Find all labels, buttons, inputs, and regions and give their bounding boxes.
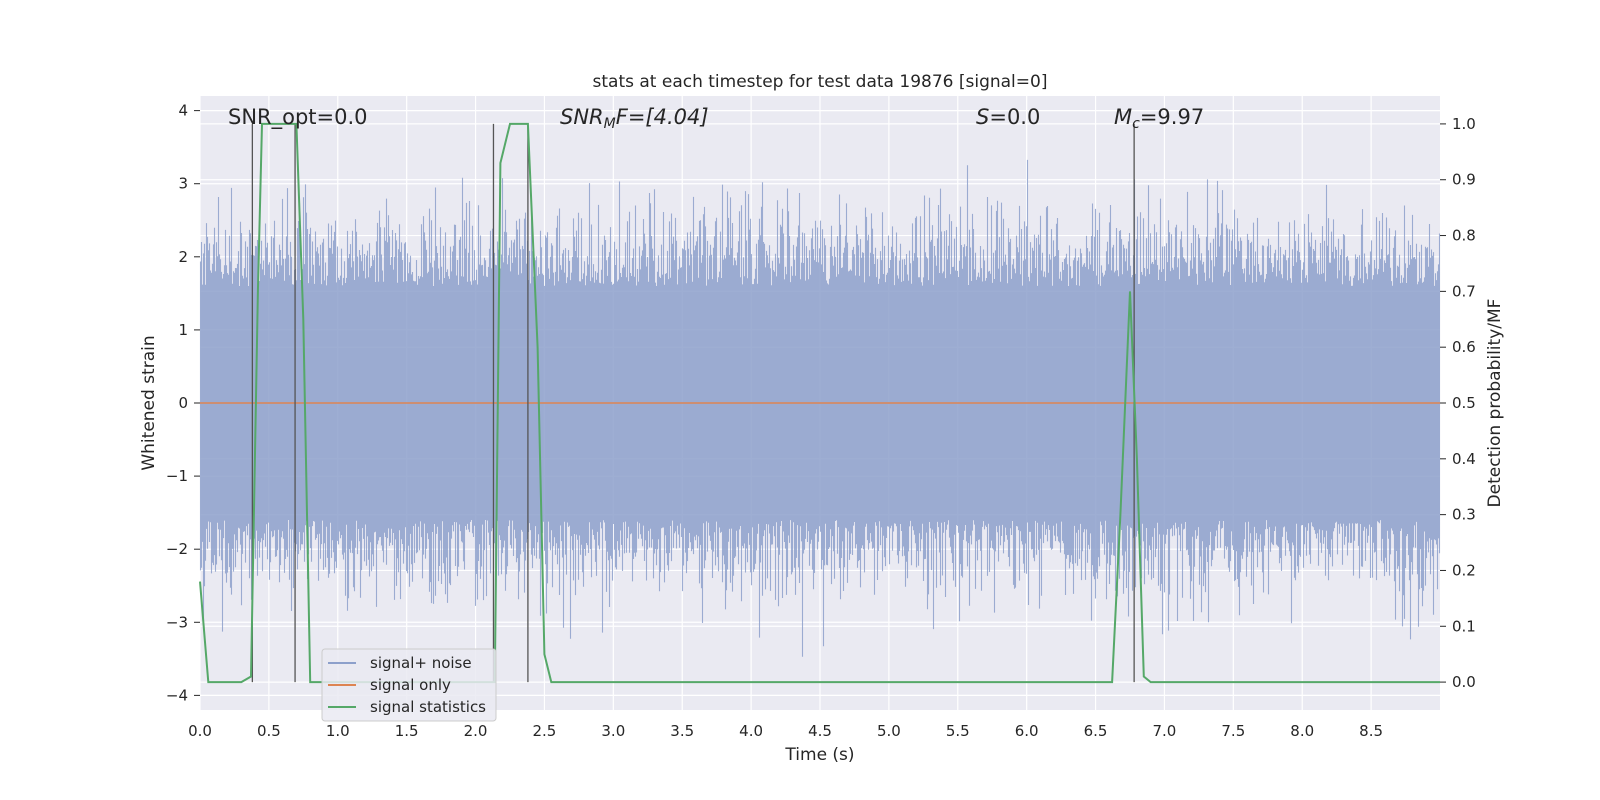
annotation-mc-symbol: M	[1114, 105, 1132, 129]
y2-tick-label: 0.2	[1452, 561, 1476, 579]
legend: signal+ noise signal only signal statist…	[321, 648, 497, 722]
x-tick-label: 6.5	[1084, 722, 1108, 740]
legend-label-signal-only: signal only	[370, 676, 451, 694]
y2-tick-label: 0.0	[1452, 673, 1476, 691]
y-axis-ticks: 4 3 2 1 0 −1 −2 −3 −4	[166, 102, 200, 704]
y2-tick-label: 0.1	[1452, 617, 1476, 635]
y-tick-label: 1	[178, 321, 188, 339]
x-tick-label: 2.0	[464, 722, 488, 740]
y-tick-label: −4	[166, 686, 188, 704]
x-tick-label: 1.5	[395, 722, 419, 740]
legend-label-signal-noise: signal+ noise	[370, 654, 472, 672]
x-tick-label: 8.5	[1359, 722, 1383, 740]
annotation-snr-opt: SNR_opt=0.0	[228, 105, 368, 130]
x-tick-label: 1.0	[326, 722, 350, 740]
y-tick-label: −2	[166, 540, 188, 558]
x-axis-label: Time (s)	[784, 745, 854, 765]
x-tick-label: 3.0	[601, 722, 625, 740]
y2-tick-label: 0.4	[1452, 450, 1476, 468]
y2-tick-label: 1.0	[1452, 115, 1476, 133]
y-tick-label: −3	[166, 613, 188, 631]
legend-label-signal-statistics: signal statistics	[370, 698, 486, 716]
x-tick-label: 2.5	[533, 722, 557, 740]
x-tick-label: 4.0	[739, 722, 763, 740]
x-tick-label: 0.0	[188, 722, 212, 740]
y-tick-label: −1	[166, 467, 188, 485]
annotation-mc-rest: =9.97	[1140, 105, 1204, 129]
y2-tick-label: 0.8	[1452, 227, 1476, 245]
x-tick-label: 8.0	[1290, 722, 1314, 740]
y-tick-label: 4	[178, 102, 188, 120]
y2-tick-label: 0.6	[1452, 338, 1476, 356]
x-tick-label: 7.0	[1153, 722, 1177, 740]
x-tick-label: 5.5	[946, 722, 970, 740]
annotation-s-symbol: S	[976, 105, 989, 129]
x-tick-label: 3.5	[670, 722, 694, 740]
noise-trace	[199, 159, 1441, 657]
statistics-line	[199, 122, 1440, 684]
y-tick-label: 2	[178, 248, 188, 266]
y2-tick-label: 0.5	[1452, 394, 1476, 412]
x-tick-label: 7.5	[1221, 722, 1245, 740]
annotation-mc: Mc=9.97	[1114, 105, 1204, 132]
annotation-mc-sub: c	[1132, 116, 1140, 132]
annotation-snr-mf-rest: F=[4.04]	[616, 105, 709, 129]
legend-box	[321, 648, 497, 722]
annotation-s-rest: =0.0	[989, 105, 1040, 129]
y2-tick-label: 0.9	[1452, 171, 1476, 189]
y-tick-label: 3	[178, 175, 188, 193]
y2-axis-ticks: 1.0 0.9 0.8 0.7 0.6 0.5 0.4 0.3 0.2 0.1 0.0	[1440, 115, 1476, 691]
x-tick-label: 4.5	[808, 722, 832, 740]
x-axis-ticks: 0.0 0.5 1.0 1.5 2.0 2.5 3.0 3.5 4.0 4.5 5.0 5.5 6.0 6…	[188, 722, 1383, 740]
x-tick-label: 0.5	[257, 722, 281, 740]
y2-tick-label: 0.3	[1452, 506, 1476, 524]
y2-axis-label: Detection probability/MF	[1485, 299, 1505, 508]
chart-title: stats at each timestep for test data 198…	[593, 72, 1048, 92]
series-signal-noise	[199, 159, 1441, 657]
annotation-snr-mf-sub: M	[604, 116, 616, 132]
annotation-snr-mf-symbol: SNR	[560, 105, 604, 129]
y2-tick-label: 0.7	[1452, 282, 1476, 300]
annotation-snr-mf: SNRMF=[4.04]	[560, 105, 709, 132]
series-signal-statistics	[199, 122, 1440, 684]
annotation-s: S=0.0	[976, 105, 1040, 129]
y-tick-label: 0	[178, 394, 188, 412]
y-axis-label: Whitened strain	[139, 335, 159, 470]
x-tick-label: 6.0	[1015, 722, 1039, 740]
x-tick-label: 5.0	[877, 722, 901, 740]
